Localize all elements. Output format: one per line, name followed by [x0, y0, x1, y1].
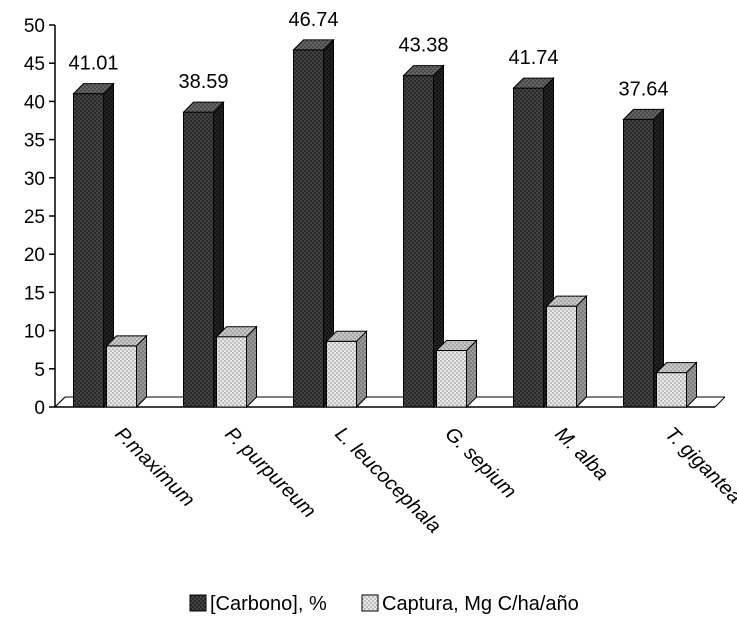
bar-series1-3	[292, 38, 335, 409]
legend-swatch-2	[361, 594, 379, 612]
bar-series1-3-front	[293, 49, 324, 408]
bar-series2-3	[325, 330, 368, 409]
y-tick-label: 45	[24, 54, 45, 75]
bar-series1-1-front	[73, 93, 104, 408]
y-tick-label: 15	[24, 283, 45, 304]
bar-series1-6-top	[622, 108, 665, 120]
bar-series1-2-front	[183, 111, 214, 408]
bar-series2-5-side	[576, 294, 587, 409]
bar-series2-2	[215, 325, 258, 409]
category-label: L. leucocephala	[330, 423, 445, 538]
y-tick-label: 25	[24, 207, 45, 228]
bar-series2-4-top	[435, 339, 478, 351]
bar-series2-5	[545, 294, 588, 409]
bar-series2-4-front	[436, 349, 467, 408]
data-label: 38.59	[178, 71, 228, 93]
data-label: 41.01	[68, 53, 118, 75]
bar-series1-5-front	[513, 87, 544, 408]
legend: [Carbono], % Captura, Mg C/ha/año	[189, 593, 579, 615]
bar-series2-1	[105, 334, 148, 409]
y-tick-label: 40	[24, 92, 45, 113]
bar-series2-6-front	[656, 372, 687, 408]
bar-series2-1-side	[136, 334, 147, 409]
bar-series2-1-top	[105, 335, 148, 347]
bar-series2-2-top	[215, 326, 258, 338]
bar-series2-5-front	[546, 305, 577, 408]
bar-series2-4-side	[466, 339, 477, 409]
y-tick-label: 10	[24, 322, 45, 343]
y-tick-label: 30	[24, 169, 45, 190]
bar-series1-4-front	[403, 75, 434, 408]
y-tick-label: 0	[34, 398, 45, 419]
data-label: 41.74	[508, 47, 558, 69]
bar-series1-1	[72, 82, 115, 409]
bars	[72, 38, 698, 409]
bar-series1-2-top	[182, 101, 225, 113]
bar-series1-5-top	[512, 77, 555, 89]
category-label: M. alba	[550, 423, 612, 485]
bar-series2-1-front	[106, 345, 137, 408]
bar-series1-6	[622, 108, 665, 409]
y-tick-label: 35	[24, 131, 45, 152]
y-tick-label: 50	[24, 16, 45, 37]
legend-label-2: Captura, Mg C/ha/año	[382, 593, 579, 615]
category-label: G. sepium	[440, 423, 520, 503]
bar-series2-2-side	[246, 325, 257, 409]
category-label: T. gigantea	[660, 423, 737, 508]
bar-series1-6-side	[653, 108, 664, 409]
bar-series1-6-front	[623, 118, 654, 408]
bar-series1-4	[402, 64, 445, 409]
category-label: P.maximum	[110, 423, 198, 511]
bar-series2-2-front	[216, 336, 247, 408]
bar-series2-3-top	[325, 330, 368, 342]
y-tick-label: 5	[34, 360, 45, 381]
bar-series2-3-front	[326, 340, 357, 408]
bar-series2-5-top	[545, 295, 588, 307]
bar-series2-3-side	[356, 330, 367, 409]
bar-series2-4	[435, 339, 478, 409]
axes: 0 5 10 15 20 25 30 35 40 45 50	[24, 16, 726, 419]
data-label: 37.64	[618, 78, 668, 100]
floor-back-left-edge	[54, 396, 66, 408]
data-label: 46.74	[288, 9, 338, 31]
bar-series1-1-top	[72, 83, 115, 95]
data-label: 43.38	[398, 35, 448, 57]
floor-right-edge	[714, 396, 726, 408]
bar-series1-4-top	[402, 65, 445, 77]
bar-series2-6	[655, 361, 698, 409]
bar-series1-3-top	[292, 39, 335, 51]
bar-series2-6-top	[655, 362, 698, 374]
category-label: P. purpureum	[220, 423, 319, 522]
legend-label-1: [Carbono], %	[210, 593, 327, 615]
legend-swatch-1	[189, 594, 207, 612]
y-tick-label: 20	[24, 245, 45, 266]
